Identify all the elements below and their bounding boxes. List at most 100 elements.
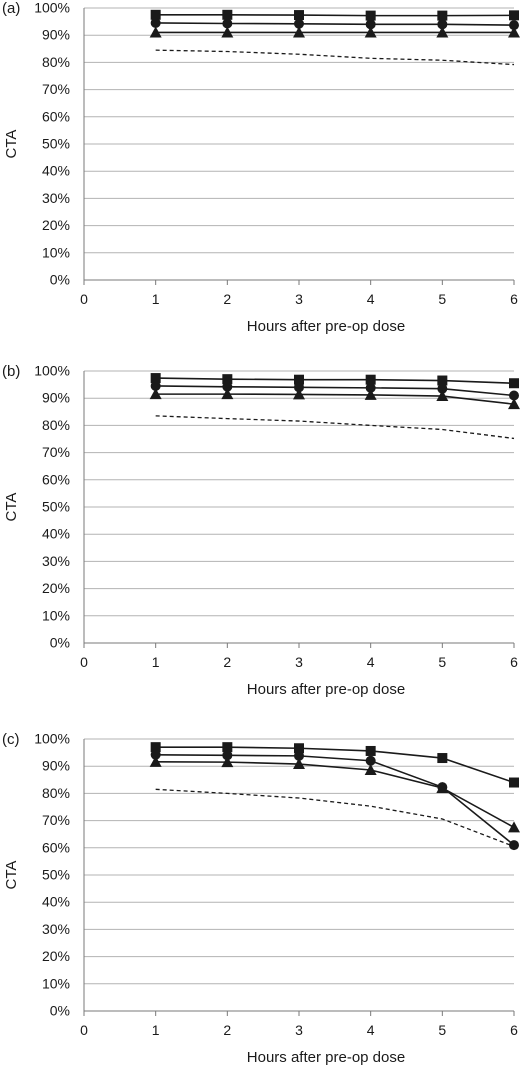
panel-label: (a) <box>2 0 20 17</box>
data-point-square <box>150 373 161 384</box>
data-point-circle <box>437 383 448 394</box>
data-point-triangle <box>149 755 162 767</box>
data-point-triangle <box>149 26 162 38</box>
data-point-triangle <box>149 388 162 400</box>
series-line-none <box>155 415 515 440</box>
series-line-none <box>155 49 515 66</box>
x-axis-label: Hours after pre-op dose <box>247 318 405 335</box>
data-point-square <box>509 10 519 21</box>
y-tick-label: 70% <box>42 812 70 828</box>
data-point-square <box>294 743 304 754</box>
data-point-triangle <box>364 764 377 776</box>
x-tick-label: 4 <box>367 1022 375 1038</box>
data-point-triangle <box>293 388 305 400</box>
data-point-circle <box>294 18 304 29</box>
x-tick-label: 1 <box>152 1022 160 1038</box>
y-tick-label: 60% <box>42 471 70 487</box>
y-tick-label: 10% <box>42 244 70 260</box>
data-point-square <box>365 374 376 385</box>
chart-panel-2: 0% 10% 20% 30% 40% 50% 60% 70% 80% 90% 100% 0 1 2 3 4 5 6… <box>2 363 520 698</box>
data-point-square <box>294 10 304 21</box>
x-tick-label: 2 <box>223 291 231 307</box>
y-tick-label: 60% <box>42 108 70 124</box>
x-tick-label: 4 <box>367 291 375 307</box>
data-point-square <box>509 378 519 389</box>
y-tick-label: 30% <box>42 553 70 569</box>
x-tick-label: 1 <box>152 291 160 307</box>
y-tick-label: 20% <box>42 217 70 233</box>
series-line-triangle <box>155 393 515 405</box>
x-tick-label: 5 <box>438 1022 446 1038</box>
y-axis-label: CTA <box>3 130 20 159</box>
x-tick-label: 6 <box>510 291 518 307</box>
panel-label: (b) <box>2 363 20 380</box>
y-tick-label: 30% <box>42 190 70 206</box>
y-tick-label: 0% <box>50 635 70 651</box>
y-tick-label: 100% <box>34 0 70 16</box>
data-point-square <box>150 742 161 753</box>
data-point-triangle <box>293 26 305 38</box>
series-line-square <box>155 746 515 784</box>
y-tick-label: 90% <box>42 390 70 406</box>
series-line-square <box>155 14 515 17</box>
data-point-square <box>509 777 519 788</box>
x-tick-label: 1 <box>152 654 160 670</box>
y-tick-label: 40% <box>42 163 70 179</box>
data-point-square <box>222 742 233 753</box>
data-point-circle <box>365 755 376 766</box>
x-tick-label: 2 <box>223 654 231 670</box>
y-tick-label: 80% <box>42 417 70 433</box>
x-axis-label: Hours after pre-op dose <box>247 681 405 698</box>
data-point-circle <box>294 750 304 761</box>
y-tick-label: 90% <box>42 27 70 43</box>
y-tick-label: 40% <box>42 526 70 542</box>
series-line-circle <box>155 385 515 397</box>
data-point-triangle <box>436 390 449 402</box>
y-tick-label: 20% <box>42 948 70 964</box>
x-tick-label: 0 <box>80 291 88 307</box>
data-point-circle <box>294 382 304 393</box>
data-point-square <box>222 374 233 385</box>
x-axis-label: Hours after pre-op dose <box>247 1049 405 1066</box>
data-point-square <box>365 745 376 756</box>
y-tick-label: 50% <box>42 499 70 515</box>
data-point-triangle <box>221 388 234 400</box>
data-point-square <box>294 374 304 385</box>
data-point-square <box>365 10 376 21</box>
y-tick-label: 80% <box>42 54 70 70</box>
data-point-triangle <box>508 821 520 833</box>
series-line-circle <box>155 22 515 26</box>
data-point-circle <box>222 381 233 392</box>
y-tick-label: 30% <box>42 921 70 937</box>
data-point-circle <box>509 20 519 31</box>
data-point-circle <box>150 749 161 760</box>
data-point-square <box>150 9 161 20</box>
data-point-triangle <box>221 756 234 768</box>
chart-panel-3: 0% 10% 20% 30% 40% 50% 60% 70% 80% 90% 100% 0 1 2 3 4 5 6… <box>2 731 520 1066</box>
data-point-circle <box>222 750 233 761</box>
x-tick-label: 5 <box>438 291 446 307</box>
data-point-circle <box>437 19 448 30</box>
data-point-triangle <box>508 398 520 410</box>
x-tick-label: 6 <box>510 1022 518 1038</box>
y-tick-label: 10% <box>42 975 70 991</box>
data-point-square <box>437 375 448 386</box>
data-point-circle <box>509 390 519 401</box>
y-tick-label: 60% <box>42 839 70 855</box>
y-tick-label: 80% <box>42 785 70 801</box>
y-tick-label: 90% <box>42 758 70 774</box>
data-point-square <box>437 10 448 21</box>
x-tick-label: 2 <box>223 1022 231 1038</box>
y-tick-label: 70% <box>42 444 70 460</box>
data-point-circle <box>150 17 161 28</box>
series-line-square <box>155 377 515 385</box>
x-tick-label: 3 <box>295 1022 303 1038</box>
data-point-circle <box>222 18 233 29</box>
data-point-triangle <box>221 26 234 38</box>
panel-label: (c) <box>2 731 20 748</box>
y-tick-label: 0% <box>50 1003 70 1019</box>
y-axis-label: CTA <box>3 493 20 522</box>
data-point-circle <box>150 380 161 391</box>
data-point-triangle <box>364 388 377 400</box>
x-tick-label: 5 <box>438 654 446 670</box>
